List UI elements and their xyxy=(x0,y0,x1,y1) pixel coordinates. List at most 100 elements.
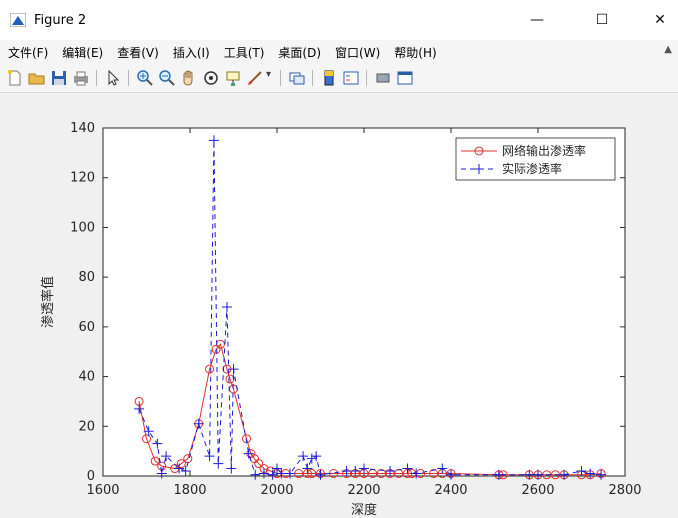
data-point-actual xyxy=(193,418,204,429)
data-point-predicted xyxy=(142,434,151,444)
data-point-predicted xyxy=(254,459,264,469)
data-point-actual xyxy=(208,135,219,146)
data-point-actual xyxy=(306,453,317,464)
toolbar-separator xyxy=(128,70,129,86)
data-point-actual xyxy=(596,469,607,480)
legend[interactable]: 网络输出渗透率 实际渗透率 xyxy=(455,137,616,181)
data-point-actual xyxy=(272,463,282,474)
data-point-actual xyxy=(533,469,543,480)
x-tick-label: 2600 xyxy=(521,483,554,498)
legend-label-actual: 实际渗透率 xyxy=(502,161,562,176)
data-point-actual xyxy=(524,469,535,480)
open-file-icon[interactable] xyxy=(28,69,46,87)
data-point-actual xyxy=(446,469,456,480)
data-point-actual xyxy=(311,451,322,462)
data-point-actual xyxy=(276,468,287,479)
data-point-actual xyxy=(161,451,172,462)
y-tick-label: 20 xyxy=(78,419,95,434)
data-point-actual xyxy=(180,466,191,477)
data-point-actual xyxy=(143,426,154,437)
y-tick-label: 100 xyxy=(70,220,95,235)
data-point-actual xyxy=(315,469,326,480)
minimize-button[interactable]: — xyxy=(530,12,544,28)
brush-dropdown-icon[interactable]: ▾ xyxy=(266,69,272,80)
toolbar-separator xyxy=(366,70,367,86)
y-axis-label: 渗透率值 xyxy=(40,276,56,328)
x-tick-label: 2800 xyxy=(608,483,641,498)
close-button[interactable]: ✕ xyxy=(654,12,666,28)
title-bar: Figure 2 — ☐ ✕ xyxy=(0,0,678,40)
pointer-icon[interactable] xyxy=(104,69,122,87)
toolbar-separator xyxy=(280,70,281,86)
data-point-actual xyxy=(585,468,596,479)
data-point-actual xyxy=(341,466,352,477)
x-tick-label: 2400 xyxy=(434,483,467,498)
window-title: Figure 2 xyxy=(34,13,87,28)
toolbar-separator xyxy=(96,70,97,86)
data-point-actual xyxy=(576,466,587,477)
data-point-predicted xyxy=(150,456,160,466)
data-point-predicted xyxy=(376,469,386,479)
maximize-button[interactable]: ☐ xyxy=(595,12,609,28)
data-cursor-icon[interactable] xyxy=(224,69,242,87)
menu-desktop[interactable]: 桌面(D) xyxy=(278,45,322,60)
data-point-actual xyxy=(250,469,261,480)
menu-view[interactable]: 查看(V) xyxy=(117,45,159,60)
y-tick-label: 0 xyxy=(87,469,95,484)
colorbar-icon[interactable] xyxy=(320,69,338,87)
x-tick-label: 1800 xyxy=(173,483,206,498)
data-point-actual xyxy=(559,469,570,480)
data-point-actual xyxy=(267,469,278,480)
save-icon[interactable] xyxy=(50,69,68,87)
menu-tools[interactable]: 工具(T) xyxy=(223,45,265,60)
x-tick-label: 2000 xyxy=(260,483,293,498)
axes-background xyxy=(102,127,626,477)
zoom-in-icon[interactable] xyxy=(136,69,154,87)
data-point-actual xyxy=(302,463,313,474)
y-tick-label: 120 xyxy=(70,171,95,186)
data-point-actual xyxy=(298,451,309,462)
matlab-icon xyxy=(10,13,26,27)
data-point-actual xyxy=(226,463,237,474)
data-point-predicted xyxy=(205,364,215,374)
data-point-predicted xyxy=(429,469,439,479)
link-plot-icon[interactable] xyxy=(288,69,306,87)
data-point-actual xyxy=(359,463,369,474)
data-point-actual xyxy=(221,301,232,312)
menu-edit[interactable]: 编辑(E) xyxy=(62,45,104,60)
data-point-actual xyxy=(385,466,396,477)
menu-overflow-icon[interactable]: ▲ xyxy=(664,44,672,55)
data-point-actual xyxy=(285,468,296,479)
data-point-predicted xyxy=(225,374,235,384)
data-point-actual xyxy=(493,469,504,480)
data-point-actual xyxy=(350,466,361,477)
y-tick-label: 40 xyxy=(78,370,95,385)
x-tick-label: 1600 xyxy=(86,483,119,498)
menu-window[interactable]: 窗口(W) xyxy=(335,45,381,60)
data-point-actual xyxy=(258,468,269,479)
rotate-3d-icon[interactable] xyxy=(202,69,220,87)
menu-insert[interactable]: 插入(I) xyxy=(172,45,210,60)
data-point-actual xyxy=(204,451,215,462)
data-point-predicted xyxy=(176,459,186,469)
figure-canvas[interactable]: 1600 1800 2000 2200 2400 2600 2800 0 20 40 60 80 100… xyxy=(0,93,678,518)
menu-bar: 文件(F) 编辑(E) 查看(V) 插入(I) 工具(T) 桌面(D) 窗口(W… xyxy=(0,40,678,64)
data-point-actual xyxy=(213,458,224,469)
print-icon[interactable] xyxy=(72,69,90,87)
menu-help[interactable]: 帮助(H) xyxy=(394,45,437,60)
x-axis-label: 深度 xyxy=(351,502,377,518)
brush-icon[interactable] xyxy=(246,69,264,87)
show-plot-tools-icon[interactable] xyxy=(396,69,414,87)
data-point-actual xyxy=(228,364,239,375)
zoom-out-icon[interactable] xyxy=(158,69,176,87)
y-tick-label: 80 xyxy=(78,270,95,285)
data-point-actual xyxy=(174,463,185,474)
toolbar-separator xyxy=(312,70,313,86)
y-tick-label: 60 xyxy=(78,320,95,335)
hide-plot-tools-icon[interactable] xyxy=(374,69,392,87)
legend-icon[interactable] xyxy=(342,69,360,87)
menu-file[interactable]: 文件(F) xyxy=(8,45,49,60)
new-figure-icon[interactable] xyxy=(6,69,24,87)
pan-icon[interactable] xyxy=(180,69,198,87)
data-point-actual xyxy=(156,468,167,479)
